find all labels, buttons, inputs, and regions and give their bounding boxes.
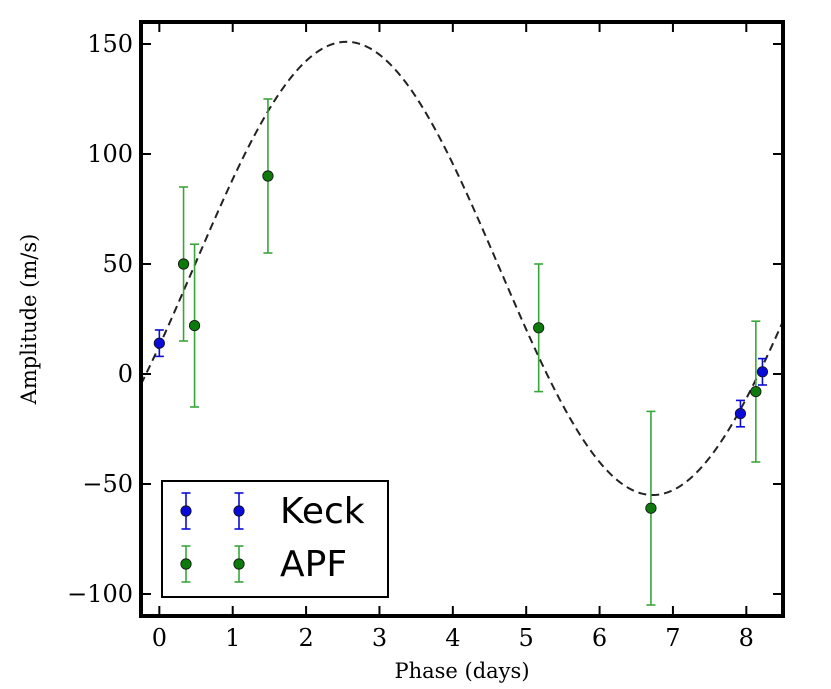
x-tick-label: 1: [225, 624, 240, 652]
keck-data-point: [734, 407, 747, 420]
y-axis-label: Amplitude (m/s): [17, 234, 41, 406]
x-tick-label: 2: [298, 624, 313, 652]
x-tick-label: 0: [152, 624, 167, 652]
y-tick-label: 100: [87, 140, 133, 168]
legend-marker-apf: [180, 545, 192, 583]
apf-data-point: [188, 319, 201, 332]
y-tick-label: −100: [67, 580, 133, 608]
legend-label-apf: APF: [280, 544, 347, 585]
legend-marker-keck: [233, 492, 245, 530]
apf-data-point: [177, 258, 190, 270]
x-tick-label: 7: [665, 624, 680, 652]
legend-box: [161, 480, 389, 598]
y-tick-label: 50: [102, 250, 133, 278]
y-tick-label: −50: [82, 470, 133, 498]
apf-data-point: [533, 322, 545, 334]
plot-frame: [139, 20, 785, 618]
x-tick-label: 8: [739, 624, 754, 652]
legend-marker-keck: [180, 492, 192, 530]
model-curve: [141, 40, 783, 497]
x-tick-label: 6: [592, 624, 607, 652]
legend-label-keck: Keck: [280, 491, 365, 532]
keck-data-point: [153, 337, 165, 349]
y-tick-label: 0: [118, 360, 133, 388]
y-tick-label: 150: [87, 30, 133, 58]
apf-data-point: [645, 502, 657, 514]
x-tick-label: 3: [372, 624, 387, 652]
x-tick-label: 4: [445, 624, 460, 652]
apf-data-point: [262, 170, 274, 182]
legend-marker-apf: [233, 545, 245, 583]
x-axis-label: Phase (days): [394, 659, 529, 683]
keck-data-point: [756, 366, 769, 378]
x-tick-label: 5: [519, 624, 534, 652]
apf-data-point: [750, 385, 762, 398]
